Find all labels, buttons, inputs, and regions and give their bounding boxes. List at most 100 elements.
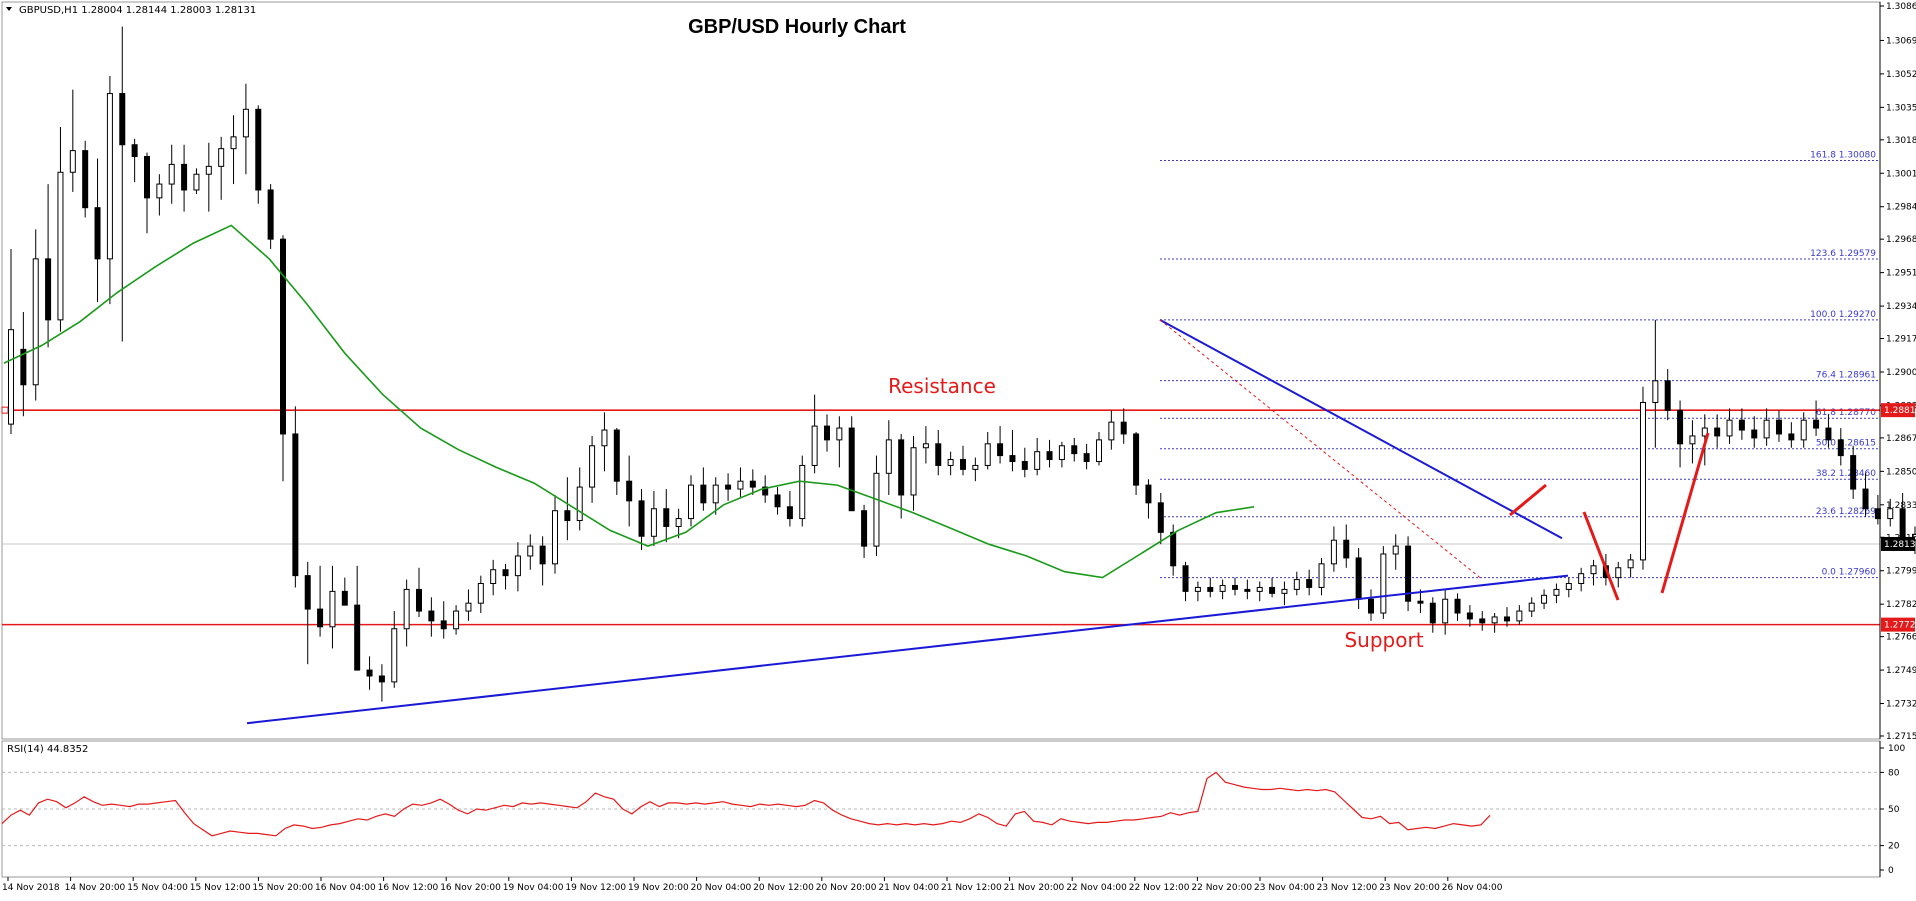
time-tick-label: 14 Nov 2018 xyxy=(2,883,60,893)
bull-candle xyxy=(1491,616,1498,624)
bear-candle xyxy=(774,494,781,508)
bear-candle xyxy=(1479,618,1486,624)
bear-candle xyxy=(1862,488,1869,510)
bear-candle xyxy=(94,207,101,260)
time-tick-label: 15 Nov 12:00 xyxy=(190,883,251,893)
price-tick-label: 1.28500 xyxy=(1886,467,1916,477)
bear-candle xyxy=(1046,451,1053,461)
bull-candle xyxy=(675,518,682,527)
bear-candle xyxy=(1429,602,1436,624)
price-tick-label: 1.29680 xyxy=(1886,235,1916,245)
fib-level-label: 0.0 1.27960 xyxy=(1822,568,1877,578)
bull-candle xyxy=(1639,401,1646,561)
resistance-label: Resistance xyxy=(888,374,996,398)
bull-candle xyxy=(1553,588,1560,596)
bear-candle xyxy=(143,156,150,199)
fib-swing-line xyxy=(1159,319,1481,578)
fib-level-label: 76.4 1.28961 xyxy=(1816,371,1876,381)
bear-candle xyxy=(1343,539,1350,559)
bear-candle xyxy=(700,484,707,504)
bear-candle xyxy=(613,429,620,482)
bull-candle xyxy=(1293,579,1300,590)
bull-candle xyxy=(1318,563,1325,588)
bear-candle xyxy=(1207,586,1214,592)
bear-candle xyxy=(304,575,311,610)
bull-candle xyxy=(1194,586,1201,592)
time-tick-label: 20 Nov 20:00 xyxy=(816,883,877,893)
bear-candle xyxy=(1182,565,1189,592)
price-tick-label: 1.29005 xyxy=(1886,368,1916,378)
moving-average-line xyxy=(3,224,1255,579)
bull-candle xyxy=(836,427,843,441)
bull-candle xyxy=(1330,539,1337,565)
bull-candle xyxy=(1108,421,1115,441)
bull-candle xyxy=(1034,451,1041,470)
bull-candle xyxy=(922,443,929,449)
price-tick-label: 1.28330 xyxy=(1886,501,1916,511)
time-tick-label: 19 Nov 04:00 xyxy=(503,883,564,893)
rsi-tick-label: 80 xyxy=(1888,768,1900,778)
price-tick-label: 1.27490 xyxy=(1886,666,1916,676)
symbol-dropdown-icon[interactable] xyxy=(6,7,12,11)
bull-candle xyxy=(329,590,336,628)
resistance-handle[interactable] xyxy=(1,406,9,414)
bull-candle xyxy=(1516,610,1523,622)
bull-candle xyxy=(1565,583,1572,590)
time-tick-label: 23 Nov 20:00 xyxy=(1379,883,1440,893)
support-label: Support xyxy=(1344,628,1423,652)
bear-candle xyxy=(317,608,324,628)
bear-candle xyxy=(1244,588,1251,592)
time-tick-label: 23 Nov 12:00 xyxy=(1317,883,1378,893)
fib-level-label: 61.8 1.28770 xyxy=(1816,408,1876,418)
bear-candle xyxy=(1738,419,1745,431)
bear-candle xyxy=(1120,421,1127,435)
bull-candle xyxy=(1380,553,1387,614)
bull-candle xyxy=(8,329,14,425)
bull-candle xyxy=(947,459,954,466)
bull-candle xyxy=(69,150,76,173)
bull-candle xyxy=(687,484,694,520)
bull-candle xyxy=(873,472,880,547)
bear-candle xyxy=(848,427,855,512)
bear-candle xyxy=(119,93,126,146)
bear-candle xyxy=(1837,439,1844,457)
price-tick-label: 1.29175 xyxy=(1886,335,1916,345)
price-tick-label: 1.27320 xyxy=(1886,700,1916,710)
bear-candle xyxy=(1145,484,1152,504)
bear-candle xyxy=(539,545,546,565)
price-tick-label: 1.29340 xyxy=(1886,302,1916,312)
price-tick-label: 1.30350 xyxy=(1886,103,1916,113)
bear-candle xyxy=(1355,557,1362,600)
time-tick-label: 23 Nov 04:00 xyxy=(1254,883,1315,893)
bear-candle xyxy=(1071,445,1078,455)
bear-candle xyxy=(626,480,633,502)
bear-candle xyxy=(997,443,1004,457)
bull-candle xyxy=(403,588,410,630)
bull-candle xyxy=(490,569,497,585)
time-tick-label: 14 Nov 20:00 xyxy=(65,883,126,893)
time-tick-label: 16 Nov 12:00 xyxy=(378,883,439,893)
time-tick-label: 16 Nov 20:00 xyxy=(440,883,501,893)
fib-level-label: 23.6 1.28269 xyxy=(1816,507,1876,517)
time-tick-label: 26 Nov 04:00 xyxy=(1442,883,1503,893)
bull-candle xyxy=(1392,545,1399,555)
bull-candle xyxy=(218,148,225,167)
bear-candle xyxy=(255,108,262,191)
price-tick-label: 1.30185 xyxy=(1886,136,1916,146)
time-tick-label: 15 Nov 20:00 xyxy=(252,883,313,893)
bear-candle xyxy=(428,610,435,622)
bull-candle xyxy=(984,443,991,466)
bear-candle xyxy=(1083,453,1090,463)
bear-candle xyxy=(1813,419,1820,429)
bear-candle xyxy=(1788,433,1795,441)
bear-candle xyxy=(725,484,732,490)
time-tick-label: 15 Nov 04:00 xyxy=(127,883,188,893)
bull-candle xyxy=(1726,419,1733,437)
bear-candle xyxy=(267,189,274,240)
bear-candle xyxy=(1170,531,1177,567)
time-tick-label: 19 Nov 20:00 xyxy=(628,883,689,893)
